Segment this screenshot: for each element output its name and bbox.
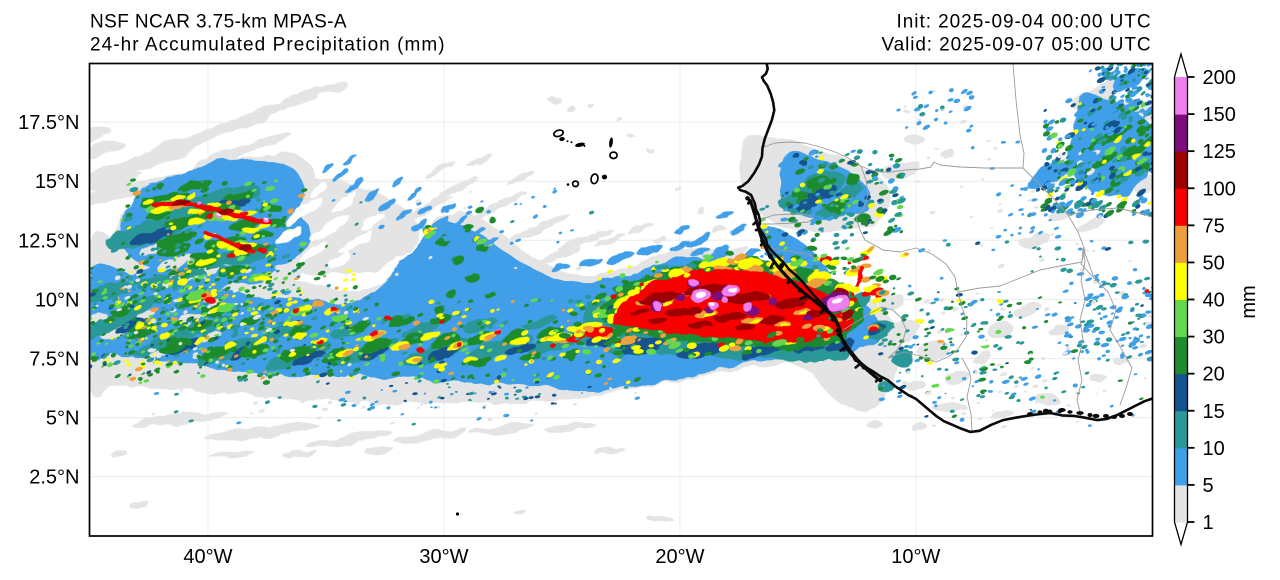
svg-text:NSF NCAR 3.75-km MPAS-A: NSF NCAR 3.75-km MPAS-A [90,12,347,33]
svg-text:17.5°N: 17.5°N [18,112,79,134]
svg-text:125: 125 [1203,141,1236,163]
svg-text:40: 40 [1203,290,1225,312]
svg-text:10: 10 [1203,438,1225,460]
svg-text:150: 150 [1203,104,1236,126]
svg-text:5°N: 5°N [46,408,80,430]
svg-text:10°N: 10°N [35,289,80,311]
svg-text:30: 30 [1203,327,1225,349]
svg-text:Init: 2025-09-04 00:00 UTC: Init: 2025-09-04 00:00 UTC [897,12,1152,33]
svg-text:100: 100 [1203,178,1236,200]
svg-text:15°N: 15°N [35,171,80,193]
svg-text:24-hr Accumulated Precipitatio: 24-hr Accumulated Precipitation (mm) [90,35,446,56]
svg-text:20°W: 20°W [655,546,704,568]
svg-text:Valid: 2025-09-07 05:00 UTC: Valid: 2025-09-07 05:00 UTC [881,35,1151,56]
svg-text:5: 5 [1203,475,1214,497]
svg-text:75: 75 [1203,215,1225,237]
svg-text:40°W: 40°W [183,546,232,568]
svg-text:1: 1 [1203,512,1214,534]
svg-text:12.5°N: 12.5°N [18,230,79,252]
svg-text:mm: mm [1238,285,1260,318]
svg-text:20: 20 [1203,364,1225,386]
svg-text:10°W: 10°W [891,546,940,568]
svg-text:7.5°N: 7.5°N [29,349,79,371]
svg-text:30°W: 30°W [419,546,468,568]
svg-text:15: 15 [1203,401,1225,423]
svg-text:2.5°N: 2.5°N [29,467,79,489]
svg-text:200: 200 [1203,67,1236,89]
svg-text:50: 50 [1203,252,1225,274]
